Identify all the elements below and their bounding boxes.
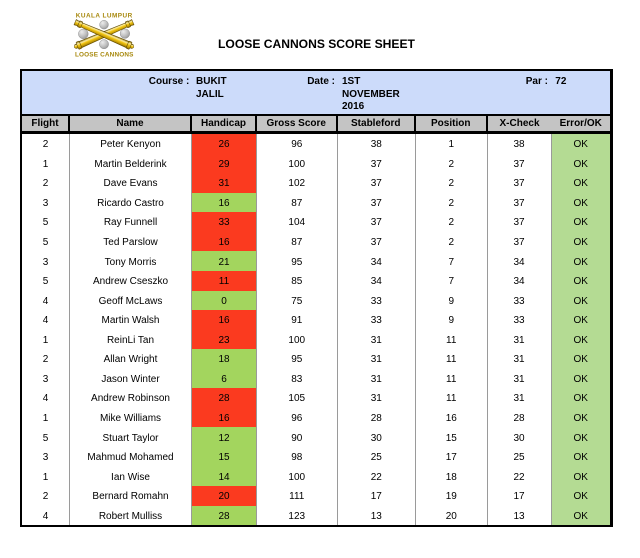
- svg-text:LOOSE CANNONS: LOOSE CANNONS: [75, 52, 134, 59]
- svg-text:KUALA LUMPUR: KUALA LUMPUR: [76, 13, 133, 20]
